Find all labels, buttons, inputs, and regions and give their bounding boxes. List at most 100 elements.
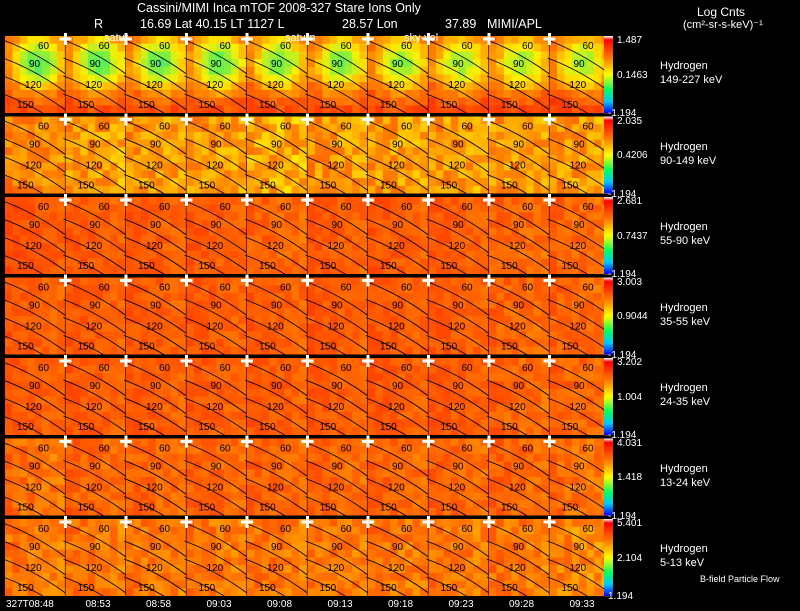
pixel (27, 43, 36, 52)
pixel (193, 373, 202, 382)
pixel (87, 365, 96, 374)
row-separator (0, 435, 604, 439)
contour-label: 150 (138, 503, 155, 514)
pixel (307, 258, 316, 267)
pixel (170, 484, 179, 493)
pixel (155, 461, 164, 470)
pixel (564, 308, 573, 317)
pixel (208, 346, 217, 355)
pixel (12, 346, 21, 355)
pixel (397, 178, 406, 187)
pixel (518, 170, 527, 179)
pixel (19, 419, 28, 428)
pixel (496, 427, 505, 436)
pixel (42, 492, 51, 501)
pixel (579, 170, 588, 179)
pixel (155, 235, 164, 244)
pixel (12, 373, 21, 382)
contour-label: 120 (267, 241, 284, 252)
contour-line (486, 361, 550, 397)
pixel (254, 446, 263, 455)
pixel (375, 51, 384, 60)
contour-label: 150 (78, 181, 95, 192)
pixel (49, 492, 58, 501)
pixel (5, 373, 13, 382)
pixel (352, 227, 360, 236)
pixel (412, 316, 421, 325)
pixel (503, 396, 512, 405)
pixel (473, 43, 481, 52)
contour-label: 60 (280, 283, 292, 294)
pixel (579, 147, 588, 156)
contour-line (426, 39, 490, 75)
cross-marker (124, 33, 128, 45)
pixel (193, 105, 202, 114)
pixel (594, 74, 602, 83)
pixel (443, 116, 452, 125)
pixel (533, 250, 542, 259)
pixel (163, 170, 172, 179)
pixel (126, 381, 134, 390)
contour-line (184, 299, 248, 334)
pixel (337, 373, 346, 382)
pixel (95, 197, 104, 206)
pixel (34, 116, 43, 125)
pixel (541, 365, 549, 374)
pixel (511, 243, 520, 252)
pixel (193, 507, 202, 516)
pixel (72, 339, 81, 348)
pixel (247, 419, 255, 428)
pixel (420, 105, 428, 114)
pixel (473, 358, 481, 367)
pixel (571, 365, 580, 374)
pixel (80, 59, 89, 68)
pixel (420, 427, 428, 436)
pixel (390, 419, 399, 428)
pixel (102, 323, 111, 332)
pixel (102, 266, 111, 275)
pixel (178, 323, 186, 332)
pixel (549, 339, 558, 348)
pixel (87, 373, 96, 382)
pixel (412, 388, 421, 397)
contour-line (365, 299, 429, 334)
pixel (428, 243, 437, 252)
pixel (352, 373, 360, 382)
pixel (19, 358, 28, 367)
pixel (5, 204, 13, 213)
pixel (450, 212, 459, 221)
contour-label: 60 (462, 41, 474, 52)
contour-label: 60 (280, 202, 292, 213)
pixel (269, 373, 278, 382)
contour-line (305, 379, 369, 415)
pixel (126, 404, 134, 413)
pixel (291, 469, 300, 478)
pixel (337, 300, 346, 309)
contour-line (63, 361, 127, 397)
pixel (284, 116, 293, 125)
contour-label: 150 (17, 503, 34, 514)
pixel (140, 373, 149, 382)
pixel (95, 36, 104, 45)
pixel (518, 365, 527, 374)
contour-label: 90 (332, 381, 344, 392)
pixel (556, 323, 565, 332)
pixel (186, 300, 195, 309)
pixel (148, 185, 157, 194)
pixel (276, 404, 285, 413)
pixel (405, 139, 414, 148)
pixel (133, 438, 142, 447)
pixel (49, 235, 58, 244)
pixel (579, 346, 588, 355)
pixel (42, 446, 51, 455)
pixel (170, 308, 179, 317)
pixel (375, 178, 384, 187)
pixel (201, 185, 210, 194)
pixel (72, 411, 81, 420)
pixel (238, 300, 247, 309)
pixel (533, 365, 542, 374)
pixel (496, 197, 505, 206)
pixel (329, 212, 338, 221)
pixel (344, 51, 353, 60)
